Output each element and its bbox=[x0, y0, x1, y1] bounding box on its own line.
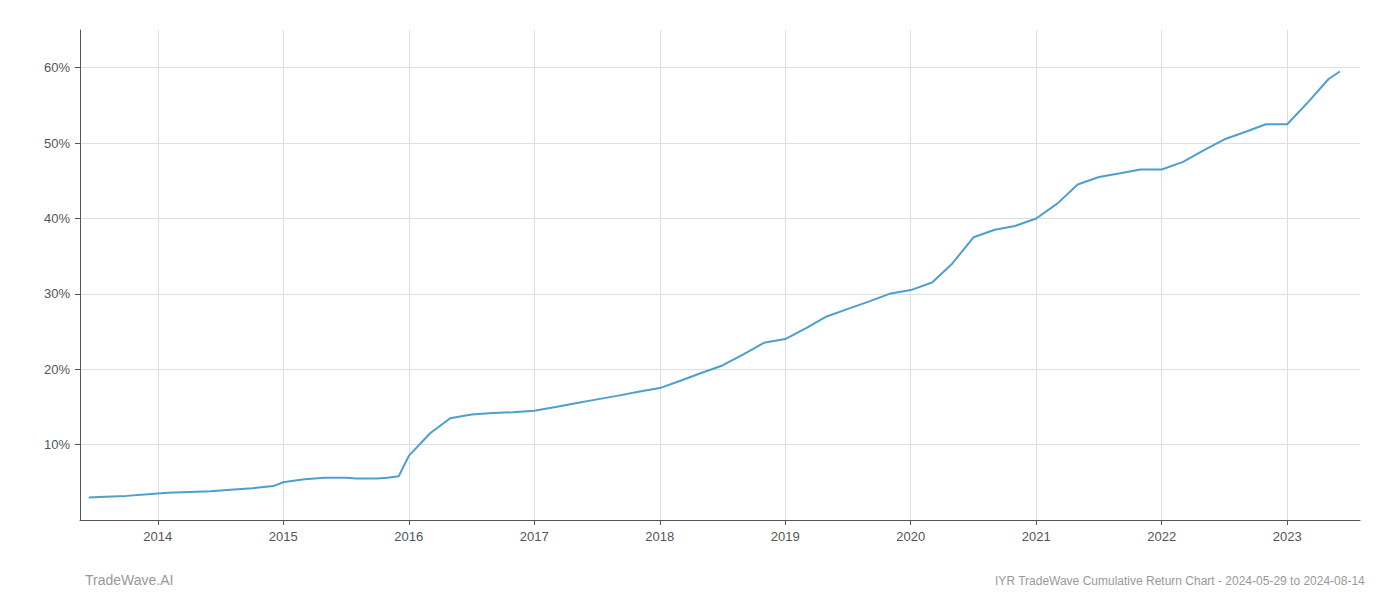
svg-text:2016: 2016 bbox=[394, 529, 423, 544]
svg-text:TradeWave.AI: TradeWave.AI bbox=[85, 572, 173, 588]
svg-text:2014: 2014 bbox=[143, 529, 172, 544]
svg-text:2017: 2017 bbox=[520, 529, 549, 544]
svg-text:50%: 50% bbox=[44, 136, 70, 151]
svg-text:60%: 60% bbox=[44, 60, 70, 75]
svg-text:40%: 40% bbox=[44, 211, 70, 226]
svg-text:2018: 2018 bbox=[645, 529, 674, 544]
svg-text:2015: 2015 bbox=[269, 529, 298, 544]
svg-text:2020: 2020 bbox=[896, 529, 925, 544]
svg-text:20%: 20% bbox=[44, 362, 70, 377]
svg-text:2022: 2022 bbox=[1147, 529, 1176, 544]
svg-text:30%: 30% bbox=[44, 286, 70, 301]
svg-text:2021: 2021 bbox=[1022, 529, 1051, 544]
svg-text:2023: 2023 bbox=[1273, 529, 1302, 544]
svg-text:10%: 10% bbox=[44, 437, 70, 452]
svg-text:2019: 2019 bbox=[771, 529, 800, 544]
svg-text:IYR TradeWave Cumulative Retur: IYR TradeWave Cumulative Return Chart - … bbox=[995, 574, 1365, 588]
